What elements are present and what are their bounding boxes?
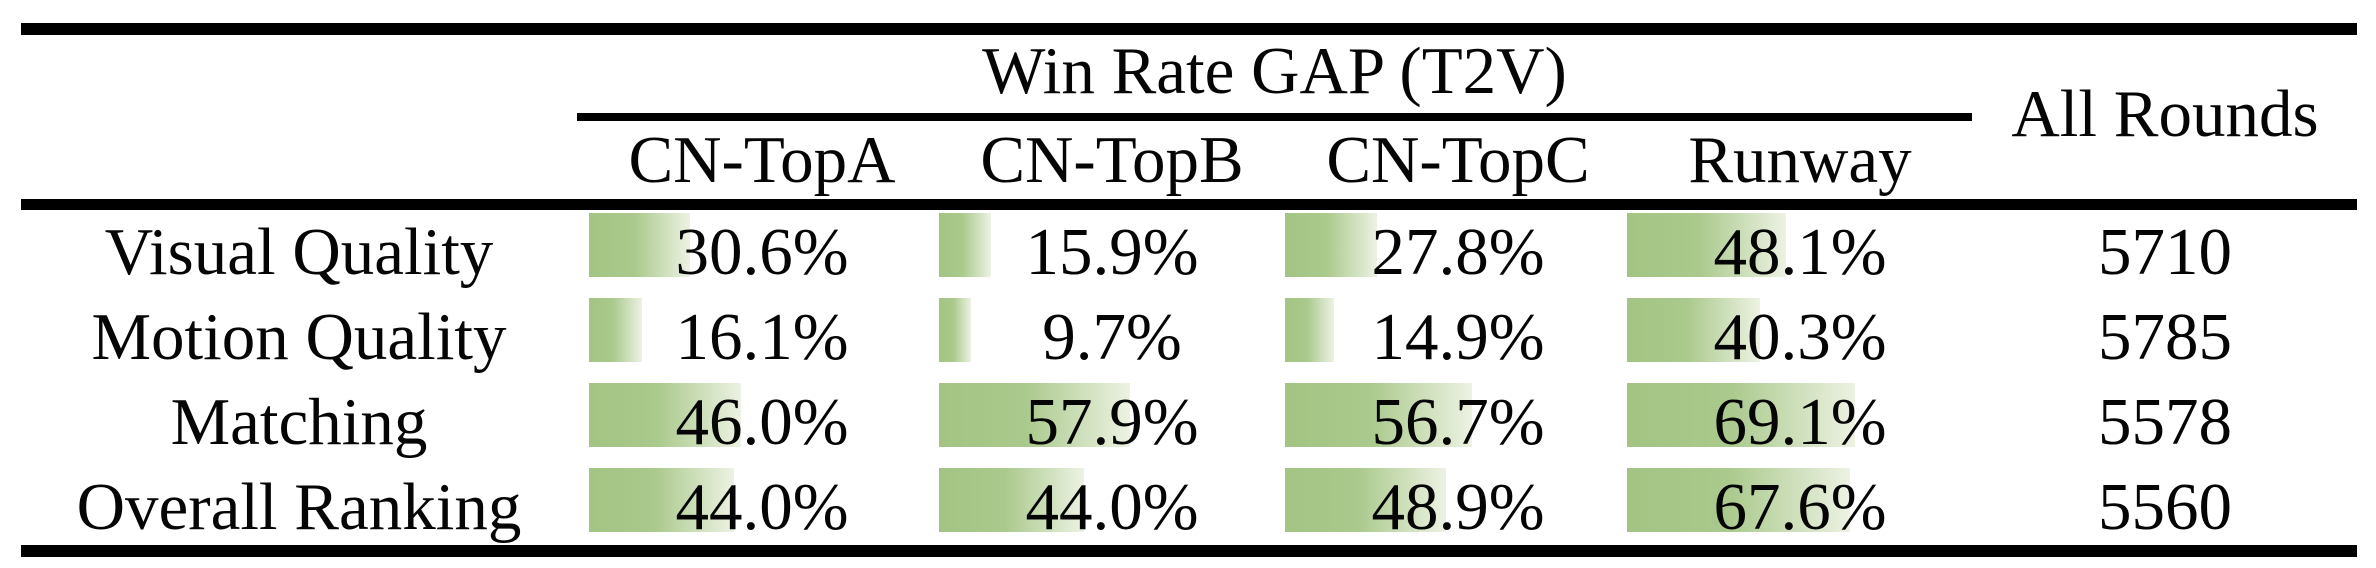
group-header-title: Win Rate GAP (T2V) [982,34,1567,108]
win-rate-bar [1627,213,1786,277]
row-label-visual-quality: Visual Quality [104,215,494,289]
win-rate-bar [1285,298,1335,362]
column-header-cn-topa: CN-TopA [628,122,896,197]
win-rate-value: 44.0% [675,470,849,544]
row-label-matching: Matching [170,385,428,459]
win-rate-bar [939,383,1131,447]
column-header-cn-topb: CN-TopB [980,122,1244,197]
win-rate-bar [1627,383,1856,447]
column-header-runway: Runway [1688,122,1912,197]
win-rate-value: 30.6% [675,215,849,289]
win-rate-value: 14.9% [1371,300,1545,374]
top-rule [21,23,2357,35]
all-rounds-value: 5560 [2098,470,2232,544]
bottom-rule [21,545,2357,557]
win-rate-bar [939,298,971,362]
win-rate-value: 9.7% [1042,300,1182,374]
group-header-underline [577,113,1972,121]
win-rate-bar [589,298,643,362]
all-rounds-value: 5578 [2098,385,2232,459]
win-rate-value: 15.9% [1025,215,1199,289]
win-rate-value: 48.9% [1371,470,1545,544]
win-rate-value: 48.1% [1713,215,1887,289]
win-rate-value: 46.0% [675,385,849,459]
header-separator-rule [21,199,2357,210]
win-rate-value: 56.7% [1371,385,1545,459]
win-rate-value: 27.8% [1371,215,1545,289]
win-rate-bar [1285,468,1447,532]
win-rate-bar [1285,383,1473,447]
column-header-cn-topc: CN-TopC [1326,122,1590,197]
win-rate-value: 44.0% [1025,470,1199,544]
win-rate-value: 57.9% [1025,385,1199,459]
all-rounds-value: 5785 [2098,300,2232,374]
all-rounds-value: 5710 [2098,215,2232,289]
win-rate-bar [589,383,741,447]
column-header-all-rounds: All Rounds [2011,77,2319,151]
win-rate-value: 67.6% [1713,470,1887,544]
win-rate-bar [1285,213,1377,277]
win-rate-bar [589,213,690,277]
row-label-motion-quality: Motion Quality [91,300,507,374]
win-rate-bar [589,468,735,532]
win-rate-bar [939,468,1085,532]
win-rate-value: 16.1% [675,300,849,374]
win-rate-value: 69.1% [1713,385,1887,459]
row-label-overall-ranking: Overall Ranking [76,470,522,544]
win-rate-value: 40.3% [1713,300,1887,374]
win-rate-bar [1627,468,1851,532]
win-rate-bar [939,213,992,277]
win-rate-bar [1627,298,1760,362]
